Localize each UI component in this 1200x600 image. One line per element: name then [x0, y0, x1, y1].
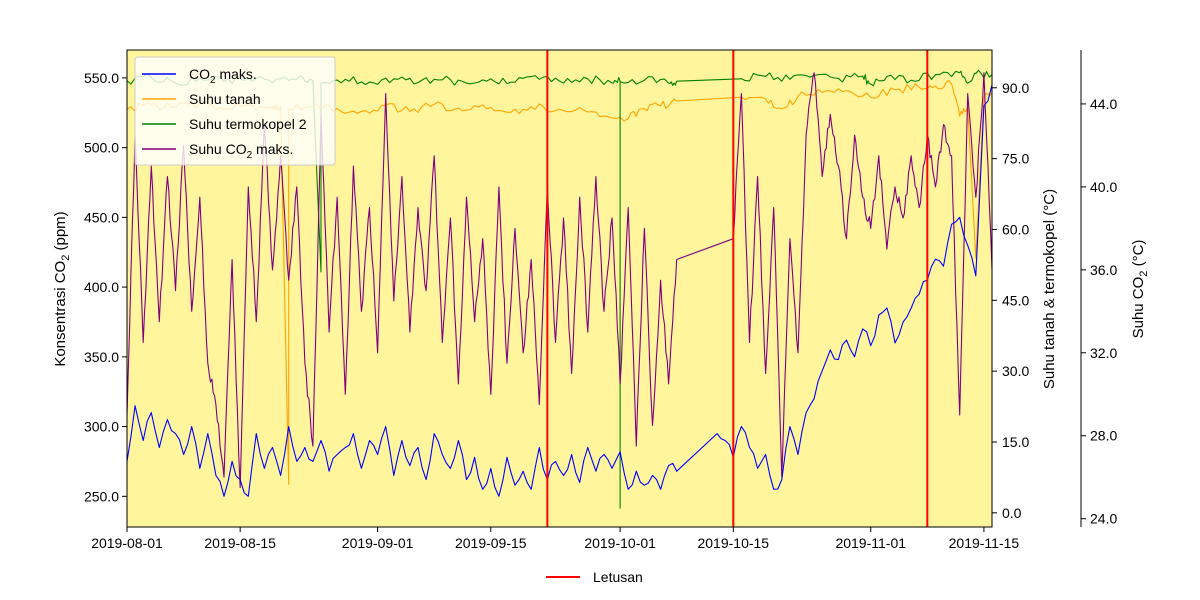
legend-label-3: Suhu CO2 maks. — [189, 141, 293, 161]
legend-label-1: Suhu tanah — [189, 91, 261, 107]
right2-axis-label: Suhu CO2 (°C) — [1130, 240, 1150, 339]
left-tick-label: 450.0 — [84, 209, 119, 225]
right2-tick-label: 32.0 — [1090, 345, 1117, 361]
right1-tick-label: 15.0 — [1002, 434, 1029, 450]
eruption-legend-label: Letusan — [593, 569, 643, 585]
right2-tick-label: 28.0 — [1090, 428, 1117, 444]
legend-box — [134, 56, 336, 166]
x-axis: 2019-08-01 2019-08-15 2019-09-01 2019-09-15… — [91, 527, 1019, 551]
right1-tick-label: 60.0 — [1002, 221, 1029, 237]
x-tick-label: 2019-10-01 — [584, 535, 656, 551]
legend-label-0: CO2 maks. — [189, 66, 257, 86]
left-tick-label: 400.0 — [84, 279, 119, 295]
left-axis-label: Konsentrasi CO2 (ppm) — [52, 211, 72, 366]
right2-tick-label: 40.0 — [1090, 179, 1117, 195]
series-line-3 — [126, 72, 993, 489]
right1-tick-label: 90.0 — [1002, 80, 1029, 96]
x-tick-label: 2019-08-15 — [204, 535, 276, 551]
right1-axis-label: Suhu tanah & termokopel (°C) — [1041, 189, 1058, 389]
right1-tick-label: 0.0 — [1002, 505, 1022, 521]
right2-tick-label: 36.0 — [1090, 262, 1117, 278]
eruption-lines — [546, 50, 929, 527]
right2-tick-label: 44.0 — [1090, 96, 1117, 112]
left-tick-label: 350.0 — [84, 349, 119, 365]
legend-label-2: Suhu termokopel 2 — [189, 116, 307, 132]
left-tick-label: 250.0 — [84, 488, 119, 504]
right1-tick-label: 75.0 — [1002, 151, 1029, 167]
x-tick-label: 2019-10-15 — [697, 535, 769, 551]
right2-tick-label: 24.0 — [1090, 511, 1117, 527]
right-y-axis-temperature: 0.0 15.0 30.0 45.0 60.0 75.0 90.0 Suhu tanah & … — [992, 80, 1058, 521]
left-y-axis: 250.0 300.0 350.0 400.0 450.0 500.0 550.0 Konse… — [52, 70, 127, 504]
right-y-axis-co2-temperature: 24.0 28.0 32.0 36.0 40.0 44.0 Suhu CO2 (°C) — [1080, 50, 1150, 527]
x-tick-label: 2019-09-01 — [342, 535, 414, 551]
legend: CO2 maks. Suhu tanah Suhu termokopel 2 Suhu… — [134, 56, 336, 166]
left-tick-label: 500.0 — [84, 140, 119, 156]
x-tick-label: 2019-11-15 — [949, 535, 1020, 551]
x-tick-label: 2019-11-01 — [835, 535, 906, 551]
left-tick-label: 300.0 — [84, 419, 119, 435]
eruption-legend: Letusan — [546, 569, 643, 585]
plot-frame — [126, 49, 993, 528]
x-tick-label: 2019-08-01 — [91, 535, 163, 551]
series-line-0 — [126, 84, 993, 497]
left-tick-label: 550.0 — [84, 70, 119, 86]
right1-tick-label: 30.0 — [1002, 363, 1029, 379]
right1-tick-label: 45.0 — [1002, 292, 1029, 308]
x-tick-label: 2019-09-15 — [455, 535, 527, 551]
